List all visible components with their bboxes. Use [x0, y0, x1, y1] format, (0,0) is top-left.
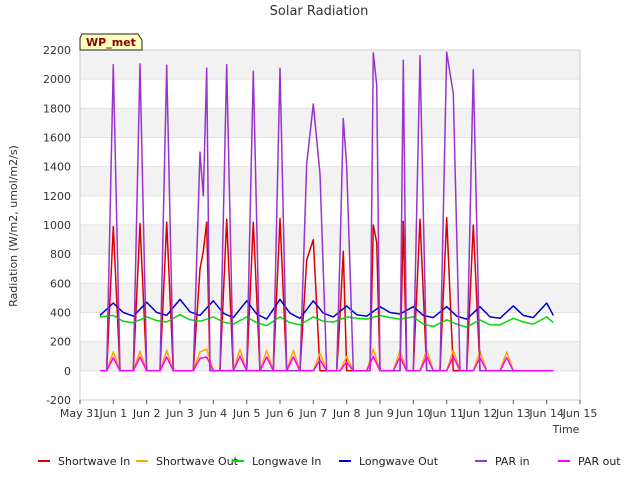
x-axis-ticks: May 31 Jun 1 Jun 2 Jun 3 Jun 4 Jun 5 Jun 6 Jun … [60, 400, 597, 420]
plot-frame [79, 49, 581, 401]
y-tick-label: 800 [50, 248, 71, 261]
wp-met-label: WP_met [86, 36, 136, 49]
x-tick-label: Jun 11 [428, 407, 464, 420]
y-tick-label: 1400 [43, 161, 71, 174]
grid-band [80, 79, 580, 109]
x-tick-label: Jun 4 [198, 407, 227, 420]
y-tick-label: 200 [50, 336, 71, 349]
grid-band [80, 108, 580, 138]
y-tick-label: 1200 [43, 190, 71, 203]
grid-band [80, 312, 580, 342]
x-tick-label: Jun 10 [395, 407, 431, 420]
x-tick-label: Jun 12 [462, 407, 498, 420]
y-tick-label: 600 [50, 277, 71, 290]
x-tick-label: Jun 9 [365, 407, 394, 420]
y-axis-ticks: -200 0 200 400 600 800 1000 1200 1400 1600 1800 200… [43, 44, 71, 407]
legend-label-shortwave-out: Shortwave Out [156, 455, 239, 468]
y-tick-label: 2200 [43, 44, 71, 57]
x-tick-label: Jun 3 [165, 407, 194, 420]
y-tick-label: 1600 [43, 132, 71, 145]
x-axis-label: Time [552, 423, 580, 436]
x-tick-label: Jun 15 [562, 407, 598, 420]
y-tick-label: 1000 [43, 219, 71, 232]
series-line-par-out [100, 355, 554, 372]
legend: Shortwave In Shortwave Out Longwave In Long… [38, 455, 621, 468]
x-tick-label: Jun 2 [132, 407, 161, 420]
y-axis-label: Radiation (W/m2, umol/m2/s) [7, 145, 20, 307]
chart-title: Solar Radiation [270, 4, 369, 19]
y-tick-label: -200 [46, 394, 71, 407]
x-tick-label: Jun 13 [495, 407, 531, 420]
y-tick-label: 0 [64, 365, 71, 378]
series-lines [99, 51, 554, 372]
x-tick-label: May 31 [60, 407, 100, 420]
grid-band [80, 283, 580, 313]
x-tick-label: Jun 5 [232, 407, 261, 420]
grid-band [80, 254, 580, 284]
x-tick-label: Jun 7 [298, 407, 327, 420]
legend-label-par-out: PAR out [578, 455, 621, 468]
y-tick-label: 1800 [43, 102, 71, 115]
y-tick-label: 2000 [43, 73, 71, 86]
grid-band [80, 50, 580, 80]
legend-label-longwave-in: Longwave In [252, 455, 321, 468]
legend-label-shortwave-in: Shortwave In [58, 455, 130, 468]
grid-band [80, 195, 580, 225]
x-tick-label: Jun 8 [332, 407, 361, 420]
grid-bands [80, 49, 580, 401]
series-line-longwave-out [99, 298, 554, 320]
grid-band [80, 137, 580, 167]
x-tick-label: Jun 1 [98, 407, 127, 420]
series-line-longwave-in [99, 313, 554, 328]
grid-band [80, 166, 580, 196]
y-tick-label: 400 [50, 307, 71, 320]
grid-band [80, 341, 580, 371]
legend-label-longwave-out: Longwave Out [359, 455, 439, 468]
x-tick-label: Jun 6 [265, 407, 294, 420]
legend-label-par-in: PAR in [495, 455, 530, 468]
x-tick-label: Jun 14 [528, 407, 564, 420]
grid-band [80, 370, 580, 400]
wp-met-badge: WP_met [79, 33, 143, 51]
grid-band [80, 225, 580, 255]
